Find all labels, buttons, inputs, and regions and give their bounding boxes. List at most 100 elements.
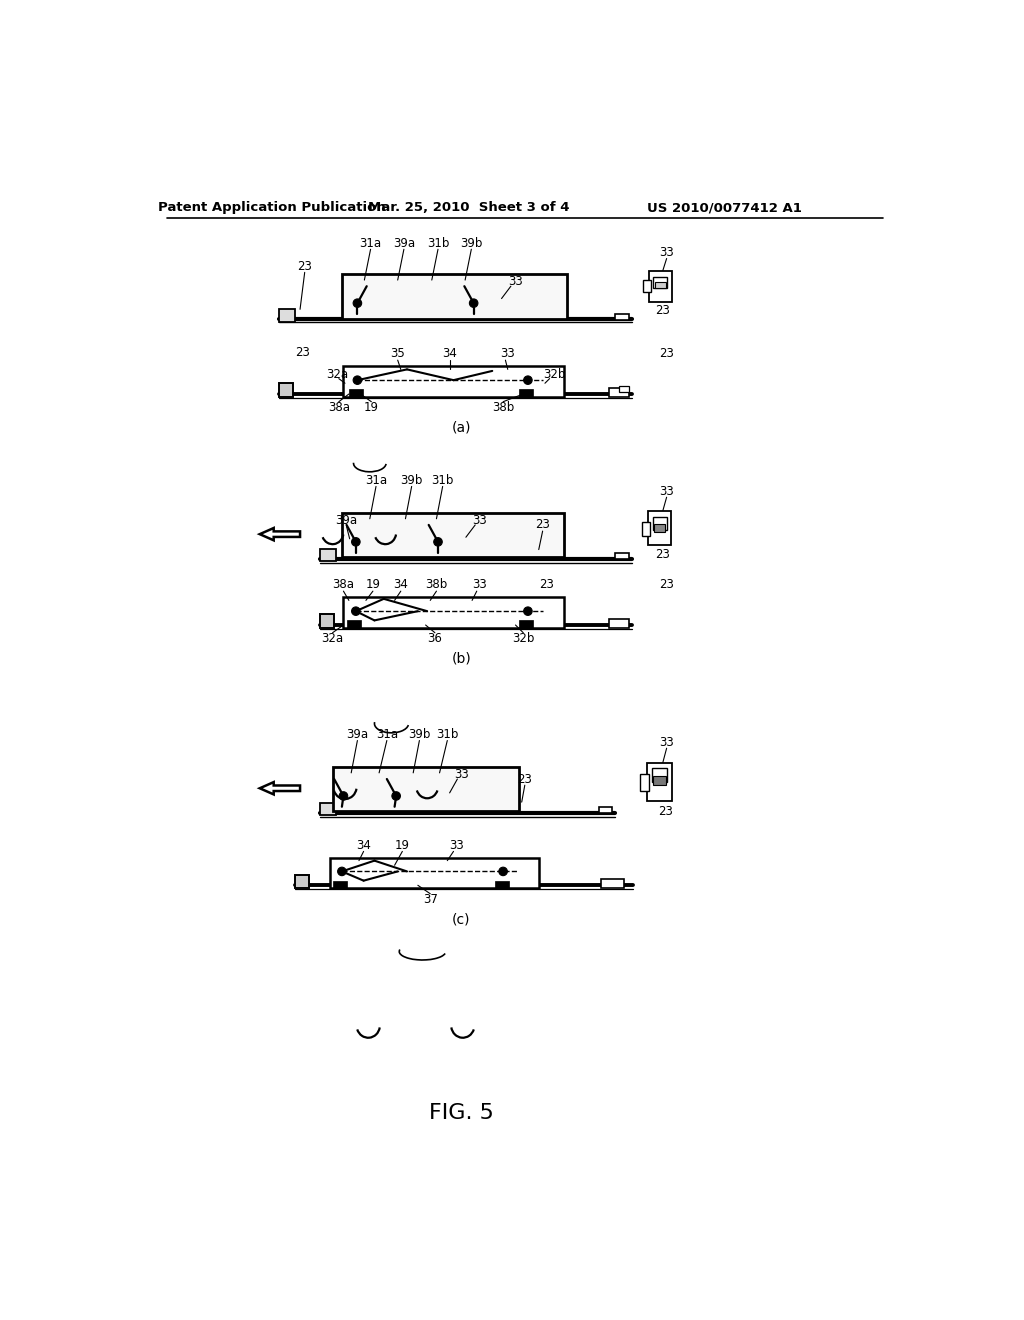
Text: 34: 34 [442, 347, 457, 360]
Text: 31b: 31b [436, 727, 459, 741]
Text: 33: 33 [472, 578, 487, 591]
Text: 39a: 39a [336, 513, 357, 527]
Text: US 2010/0077412 A1: US 2010/0077412 A1 [647, 201, 802, 214]
Text: (a): (a) [452, 421, 471, 434]
Bar [654, 524, 665, 532]
Text: Patent Application Publication: Patent Application Publication [158, 201, 385, 214]
Text: 38a: 38a [328, 401, 350, 414]
Bar [280, 309, 295, 322]
Text: 38a: 38a [333, 578, 354, 591]
Bar [652, 768, 668, 781]
Text: 32a: 32a [322, 632, 344, 645]
Circle shape [353, 376, 361, 384]
Circle shape [392, 792, 400, 800]
Bar [599, 807, 611, 813]
Text: 31a: 31a [365, 474, 387, 487]
Text: 23: 23 [517, 772, 532, 785]
Bar [608, 388, 629, 397]
Text: 33: 33 [501, 347, 515, 360]
Text: 32b: 32b [512, 632, 535, 645]
Circle shape [523, 607, 532, 615]
Circle shape [469, 298, 478, 308]
Text: 33: 33 [450, 838, 464, 851]
Text: FIG. 5: FIG. 5 [429, 1104, 494, 1123]
Bar [652, 517, 667, 529]
Bar [653, 776, 666, 785]
Text: (c): (c) [452, 912, 470, 927]
Circle shape [523, 376, 532, 384]
Bar [280, 383, 293, 397]
Bar [347, 620, 361, 628]
Text: (b): (b) [452, 652, 471, 665]
Bar [343, 367, 564, 397]
Text: 31a: 31a [359, 236, 382, 249]
Bar [519, 389, 534, 397]
Bar [649, 271, 672, 302]
Text: 23: 23 [295, 346, 310, 359]
Bar [349, 389, 362, 397]
Text: 31a: 31a [376, 727, 398, 741]
Bar [495, 880, 509, 888]
Text: 33: 33 [659, 735, 674, 748]
Circle shape [499, 867, 507, 875]
Polygon shape [260, 781, 300, 795]
Text: 23: 23 [659, 578, 674, 591]
Bar [601, 879, 624, 888]
Text: 19: 19 [366, 578, 380, 591]
Text: Mar. 25, 2010  Sheet 3 of 4: Mar. 25, 2010 Sheet 3 of 4 [369, 201, 569, 214]
Text: 33: 33 [659, 484, 674, 498]
Text: 19: 19 [395, 838, 410, 851]
Text: 32b: 32b [543, 367, 565, 380]
Bar [614, 553, 629, 558]
Text: 38b: 38b [425, 578, 447, 591]
Text: 33: 33 [454, 768, 469, 781]
Text: 35: 35 [390, 347, 406, 360]
Bar [334, 880, 347, 888]
Text: 33: 33 [659, 246, 674, 259]
Text: 38b: 38b [492, 401, 514, 414]
Text: 39b: 39b [460, 236, 482, 249]
Bar [647, 763, 672, 801]
Text: 23: 23 [655, 548, 670, 561]
Bar [321, 803, 336, 816]
Bar [519, 620, 534, 628]
Bar [342, 275, 566, 318]
Text: 23: 23 [539, 578, 554, 591]
Text: 31b: 31b [427, 236, 450, 249]
Bar [321, 549, 336, 561]
Bar [295, 875, 308, 888]
Bar [608, 619, 629, 628]
Text: 36: 36 [427, 632, 442, 645]
Bar [643, 280, 651, 293]
Polygon shape [260, 528, 300, 540]
Bar [620, 387, 629, 392]
Bar [648, 511, 672, 545]
Text: 39a: 39a [393, 236, 415, 249]
Bar [642, 521, 649, 536]
Text: 34: 34 [393, 578, 409, 591]
Text: 19: 19 [364, 401, 379, 414]
Bar [333, 767, 518, 812]
Bar [321, 614, 334, 628]
Text: 23: 23 [655, 305, 670, 317]
Circle shape [338, 867, 346, 875]
Text: 33: 33 [508, 275, 523, 288]
Text: 39a: 39a [346, 727, 369, 741]
Bar [330, 858, 539, 888]
Text: 31b: 31b [431, 474, 454, 487]
Bar [653, 277, 668, 288]
Circle shape [434, 537, 442, 546]
Circle shape [353, 298, 361, 308]
Text: 23: 23 [536, 519, 550, 532]
Text: 23: 23 [659, 347, 674, 360]
Bar [342, 512, 563, 557]
Circle shape [351, 607, 360, 615]
Text: 39b: 39b [409, 727, 430, 741]
Text: 34: 34 [356, 838, 371, 851]
Circle shape [339, 792, 348, 800]
Bar [343, 598, 564, 628]
Text: 39b: 39b [400, 474, 423, 487]
Circle shape [351, 537, 360, 546]
Bar [614, 314, 629, 321]
Text: 37: 37 [423, 892, 437, 906]
